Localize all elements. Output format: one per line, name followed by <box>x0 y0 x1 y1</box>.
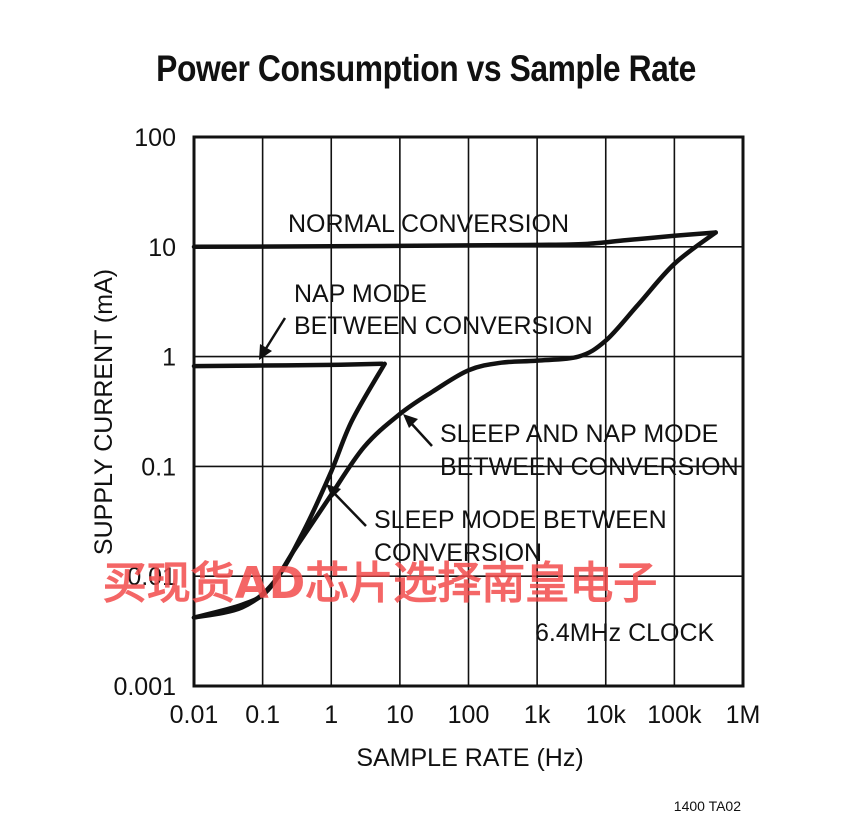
x-tick-label: 10k <box>586 701 627 729</box>
x-tick-label: 10 <box>386 701 414 729</box>
annotation-sleep-mode-between: SLEEP MODE BETWEEN <box>374 506 667 534</box>
curve-sleep-mode <box>191 361 387 620</box>
annotation-sleep-conversion: CONVERSION <box>374 539 542 567</box>
arrow-nap-mode <box>259 317 287 360</box>
y-tick-label: 100 <box>134 124 176 152</box>
curve-nap-mode <box>191 361 385 369</box>
x-axis-label: SAMPLE RATE (Hz) <box>356 744 583 772</box>
plot-frame <box>192 135 745 688</box>
arrow-sleep-nap-mode <box>403 414 433 447</box>
annotation-sleep-nap-mode: SLEEP AND NAP MODE <box>440 420 718 448</box>
annotation-clock: 6.4MHz CLOCK <box>535 619 715 647</box>
annotation-nap-mode: NAP MODE <box>294 280 427 308</box>
y-tick-label: 10 <box>148 234 176 262</box>
data-curves <box>191 230 718 620</box>
y-axis-label: SUPPLY CURRENT (mA) <box>90 269 118 555</box>
x-tick-label: 100 <box>448 701 490 729</box>
figure-reference: 1400 TA02 <box>674 798 741 814</box>
annotation-normal-conversion: NORMAL CONVERSION <box>288 210 569 238</box>
chart-title: Power Consumption vs Sample Rate <box>156 48 696 89</box>
curve-normal-conversion <box>191 230 718 250</box>
x-tick-label: 0.01 <box>170 701 219 729</box>
y-tick-label: 1 <box>162 344 176 372</box>
x-tick-label: 1M <box>726 701 761 729</box>
y-tick-label: 0.1 <box>141 453 176 481</box>
y-tick-label: 0.01 <box>127 563 176 591</box>
x-tick-label: 1k <box>524 701 551 729</box>
x-tick-label: 100k <box>647 701 702 729</box>
x-tick-label: 1 <box>324 701 338 729</box>
watermark-text: 买现货AD芯片选择南皇电子 <box>103 558 658 609</box>
arrow-sleep-mode <box>326 484 367 527</box>
x-tick-label: 0.1 <box>245 701 280 729</box>
annotation-nap-between-conversion: BETWEEN CONVERSION <box>294 312 593 340</box>
annotation-sleep-nap-between-conversion: BETWEEN CONVERSION <box>440 453 739 481</box>
tick-labels: 0.01 0.1 1 10 100 1k 10k 100k 1M1001010.10.010.0… <box>113 124 760 729</box>
y-tick-label: 0.001 <box>113 673 176 701</box>
